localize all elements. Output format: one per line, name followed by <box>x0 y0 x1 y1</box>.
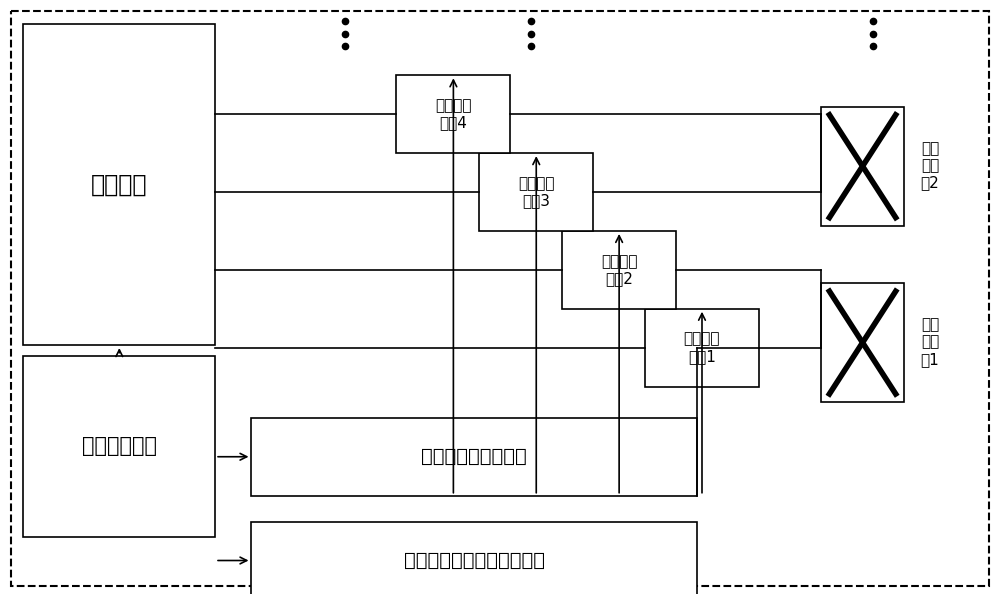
Text: 信道控制模块: 信道控制模块 <box>82 436 157 456</box>
Bar <box>251 522 697 597</box>
Text: 计算模块: 计算模块 <box>91 173 148 196</box>
Text: 场分布存
储器4: 场分布存 储器4 <box>435 98 472 131</box>
Bar <box>821 283 904 402</box>
Bar <box>562 231 676 309</box>
Text: 天线
单元
组2: 天线 单元 组2 <box>921 141 939 190</box>
Bar <box>396 75 510 153</box>
Bar <box>23 356 215 537</box>
Text: 天线
单元
组1: 天线 单元 组1 <box>921 317 939 367</box>
Text: 场分布存
储器1: 场分布存 储器1 <box>684 331 720 364</box>
Bar <box>479 153 593 231</box>
Bar <box>251 418 697 496</box>
Bar <box>23 23 215 345</box>
Text: 天线下倾角调整模块: 天线下倾角调整模块 <box>421 447 527 466</box>
Text: 场分布存
储器2: 场分布存 储器2 <box>601 254 637 286</box>
Bar <box>821 106 904 226</box>
Text: 场分布存
储器3: 场分布存 储器3 <box>518 176 555 208</box>
Text: 信道检测、波束赋形等运用: 信道检测、波束赋形等运用 <box>404 551 545 570</box>
Bar <box>645 309 759 387</box>
